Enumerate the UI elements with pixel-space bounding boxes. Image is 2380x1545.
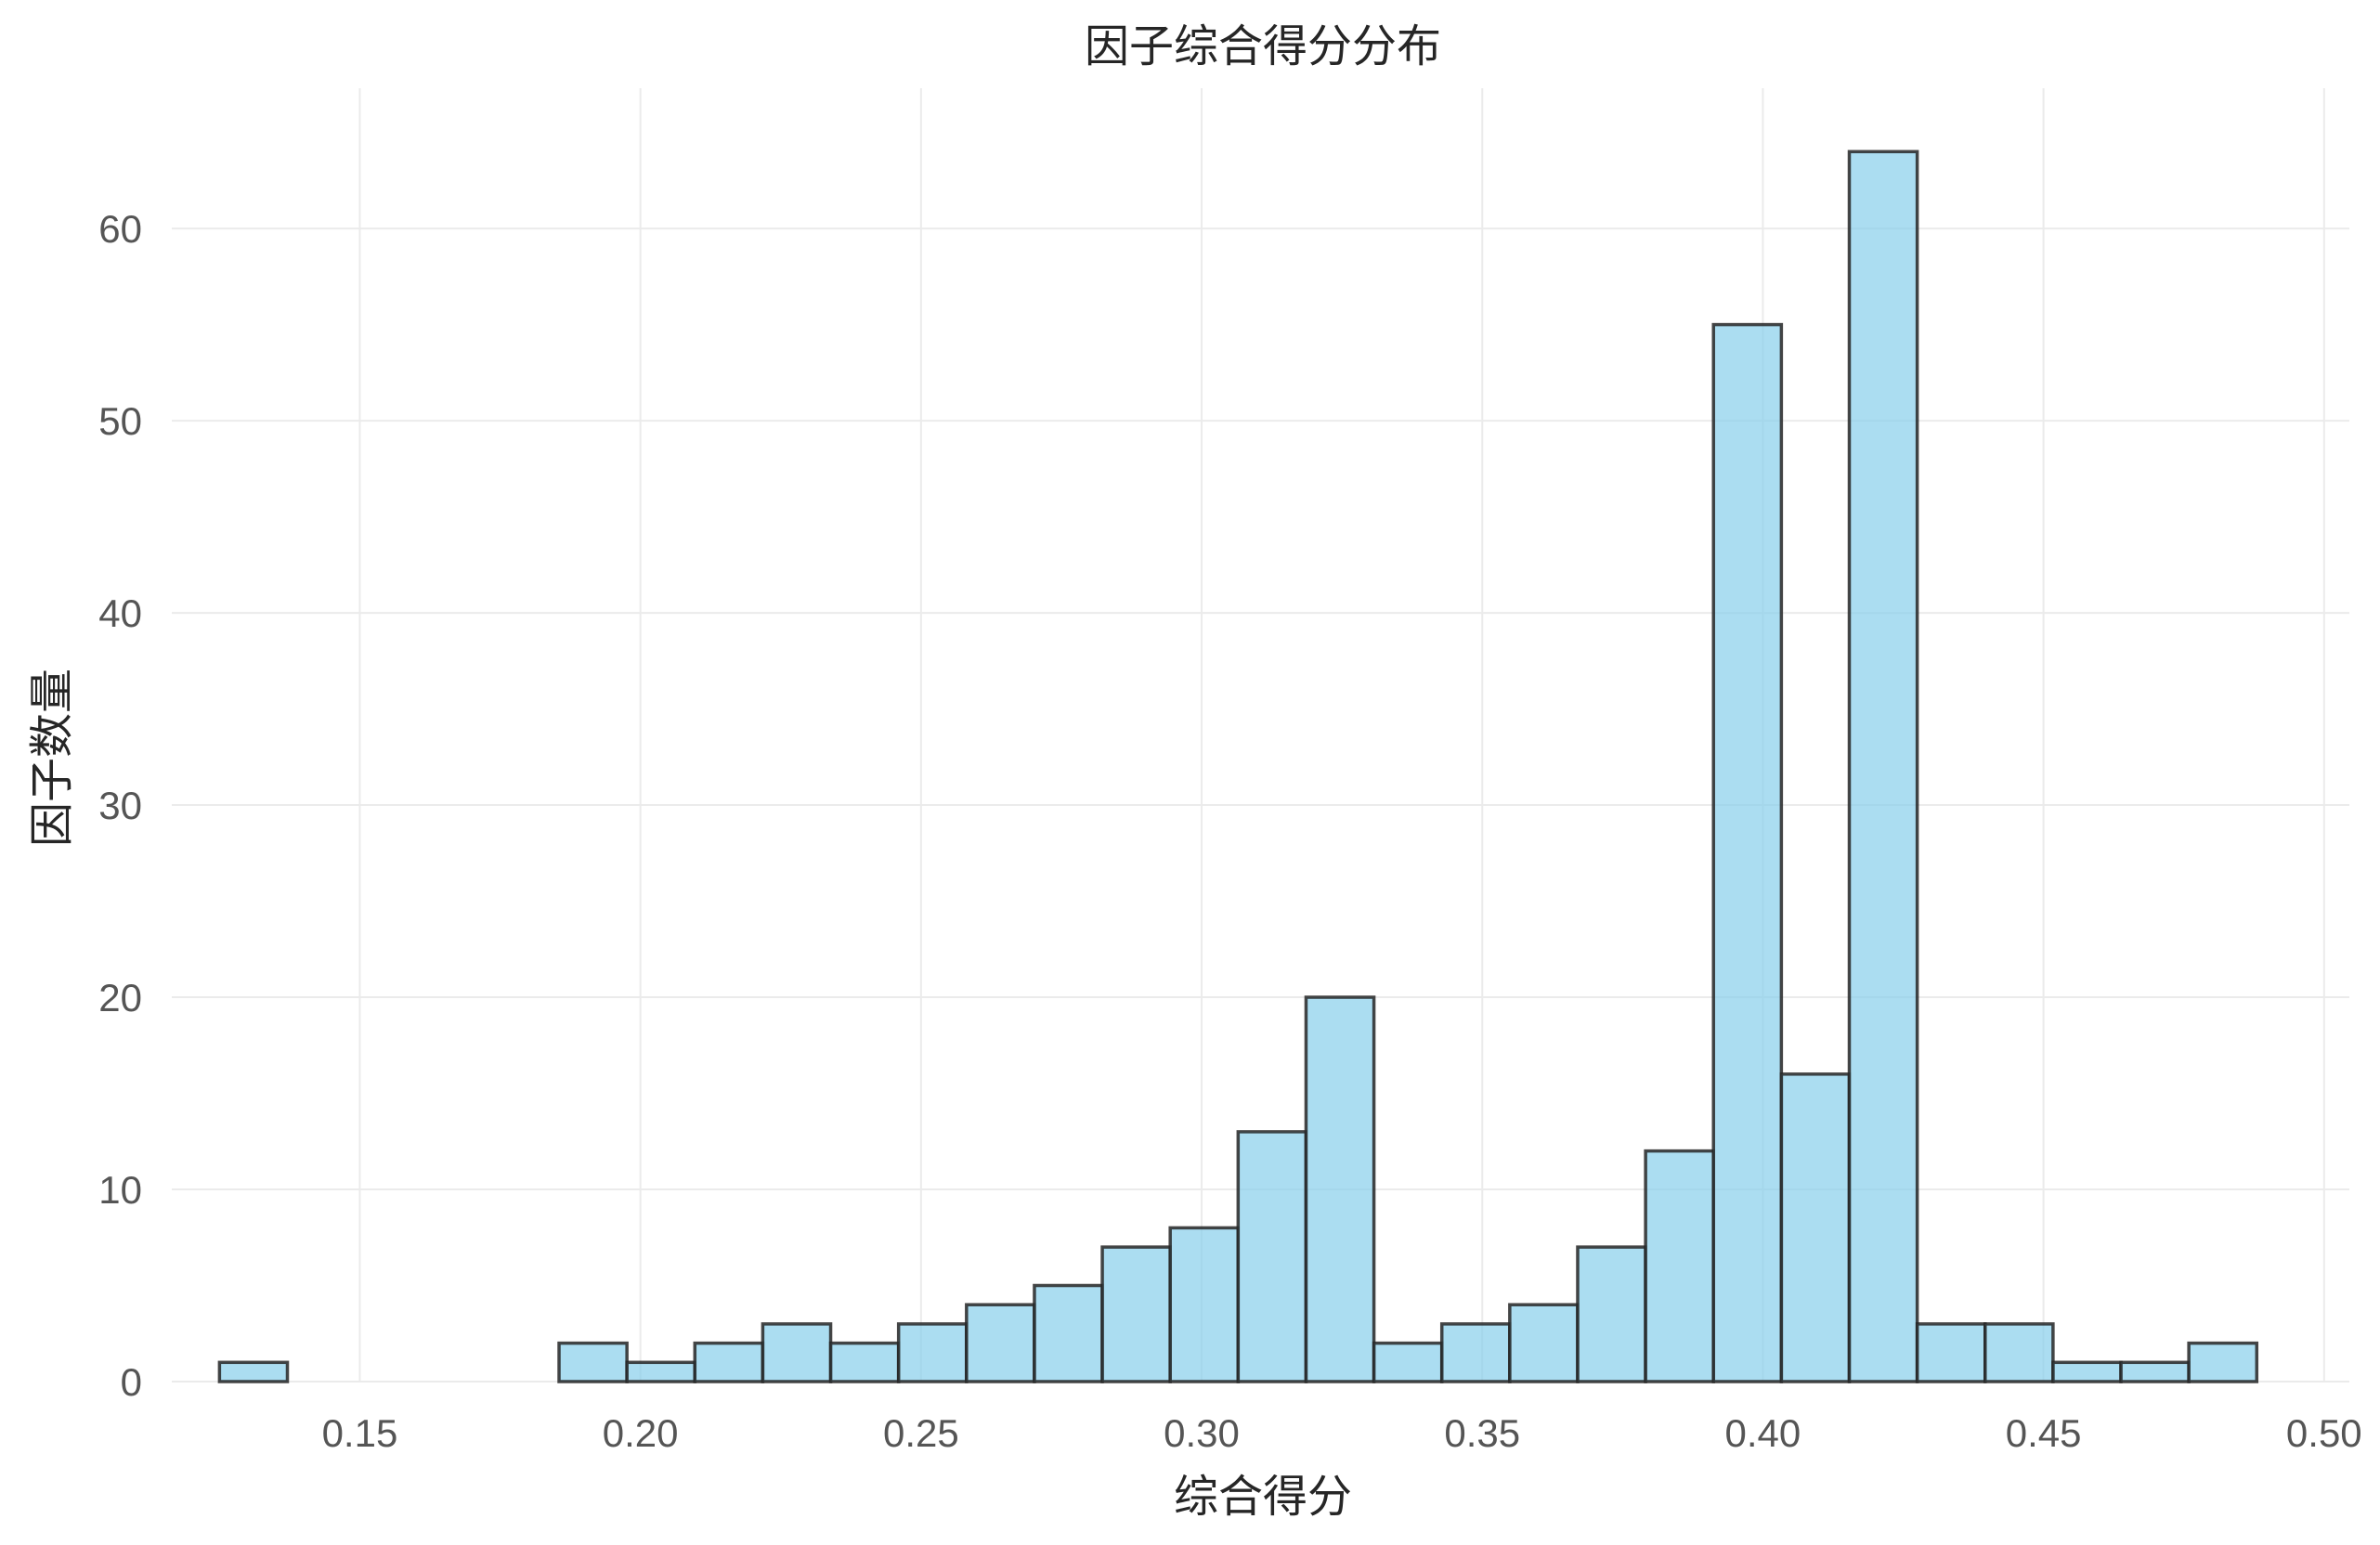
y-tick-label: 10 — [98, 1168, 142, 1212]
x-tick-label: 0.30 — [1164, 1411, 1240, 1455]
histogram-bar — [828, 1341, 901, 1383]
histogram-bar — [557, 1341, 629, 1383]
histogram-bar — [761, 1322, 833, 1383]
histogram-bar — [1644, 1149, 1715, 1383]
histogram-bar — [1033, 1283, 1104, 1383]
x-tick-label: 0.20 — [603, 1411, 679, 1455]
histogram-bar — [1304, 995, 1376, 1383]
histogram-bars — [217, 149, 2259, 1383]
histogram-bar — [1508, 1303, 1580, 1383]
histogram-bar — [2051, 1360, 2123, 1383]
x-tick-label: 0.25 — [883, 1411, 959, 1455]
x-axis-label: 综合得分 — [1174, 1471, 1352, 1523]
y-axis-ticks: 0 10 20 30 40 50 60 — [98, 207, 142, 1404]
y-tick-label: 30 — [98, 784, 142, 827]
y-tick-label: 20 — [98, 976, 142, 1019]
histogram-bar — [1168, 1226, 1241, 1383]
y-tick-label: 40 — [98, 591, 142, 635]
x-tick-label: 0.50 — [2286, 1411, 2362, 1455]
histogram-bar — [965, 1303, 1036, 1383]
histogram-bar — [217, 1360, 290, 1383]
histogram-bar — [1915, 1322, 1987, 1383]
histogram-bar — [1711, 322, 1784, 1383]
y-tick-label: 50 — [98, 399, 142, 443]
x-tick-label: 0.40 — [1725, 1411, 1801, 1455]
histogram-bar — [2119, 1360, 2191, 1383]
x-tick-label: 0.15 — [322, 1411, 398, 1455]
x-tick-label: 0.45 — [2006, 1411, 2082, 1455]
y-tick-label: 0 — [121, 1360, 142, 1404]
histogram-bar — [693, 1341, 765, 1383]
chart-title: 因子综合得分分布 — [1085, 20, 1441, 72]
histogram-bar — [1439, 1322, 1512, 1383]
histogram-bar — [2187, 1341, 2259, 1383]
histogram-bar — [625, 1360, 697, 1383]
histogram-bar — [1779, 1072, 1852, 1383]
histogram-bar — [1236, 1130, 1308, 1383]
histogram-bar — [1983, 1322, 2055, 1383]
histogram-bar — [896, 1322, 969, 1383]
x-axis-ticks: 0.15 0.20 0.25 0.30 0.35 0.40 0.45 0.50 — [322, 1411, 2362, 1455]
histogram-bar — [1576, 1245, 1647, 1383]
y-axis-label: 因子数量 — [26, 669, 78, 847]
y-tick-label: 60 — [98, 207, 142, 251]
histogram-bar — [1847, 149, 1919, 1383]
x-tick-label: 0.35 — [1444, 1411, 1520, 1455]
histogram-bar — [1100, 1245, 1172, 1383]
histogram-bar — [1372, 1341, 1444, 1383]
